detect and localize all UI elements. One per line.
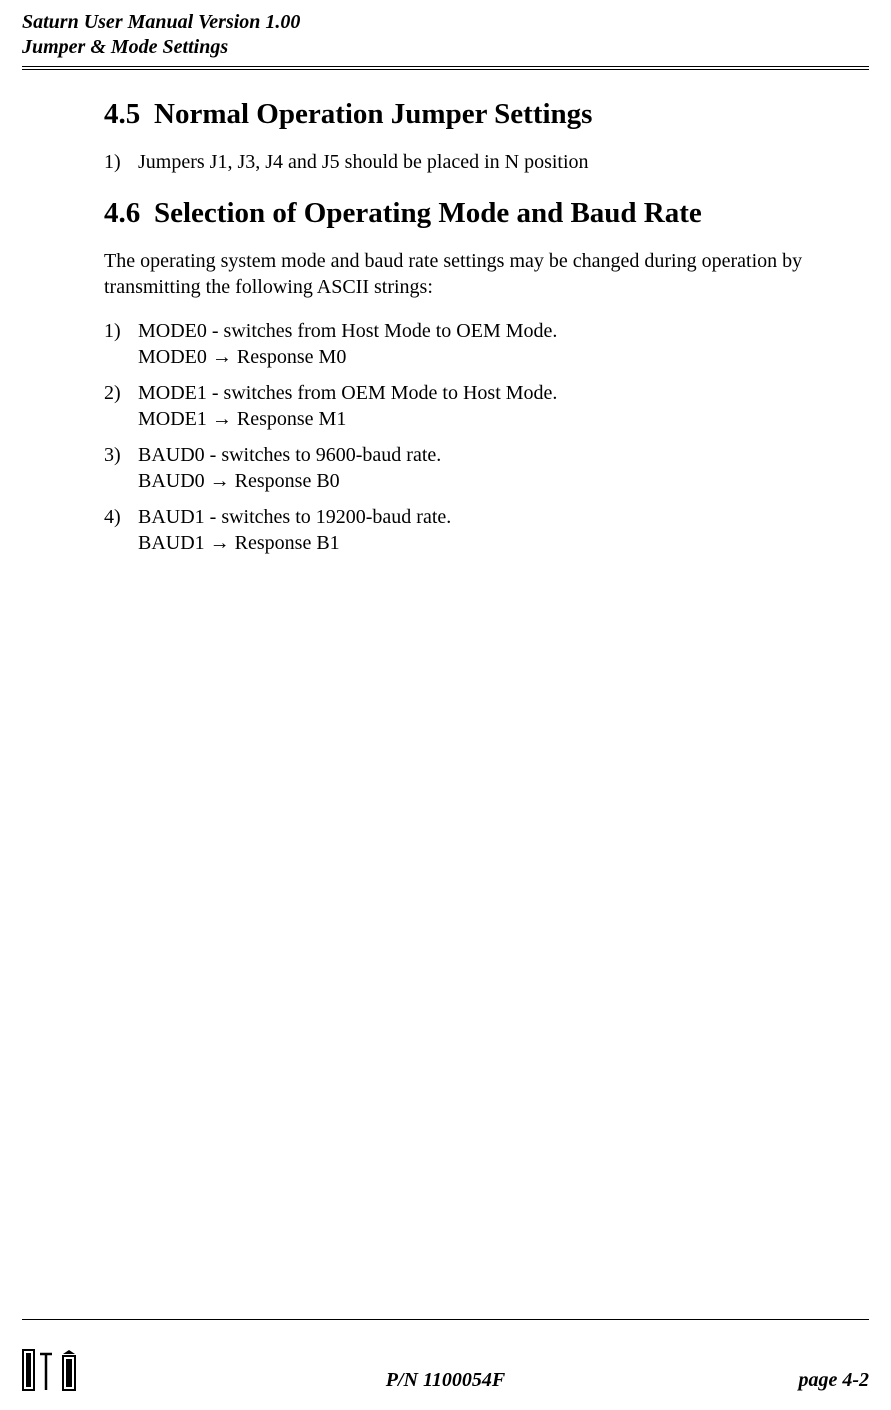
list-marker: 2): [104, 380, 138, 432]
list-line-2: MODE0 → Response M0: [138, 344, 857, 370]
list-item: 4) BAUD1 - switches to 19200-baud rate. …: [104, 504, 857, 556]
list-line-2: BAUD0 → Response B0: [138, 468, 857, 494]
list-item: 2) MODE1 - switches from OEM Mode to Hos…: [104, 380, 857, 432]
list-line-1: BAUD0 - switches to 9600-baud rate.: [138, 442, 857, 468]
header-line-2: Jumper & Mode Settings: [22, 35, 869, 60]
footer-part-number: P/N 1100054F: [386, 1369, 505, 1392]
section-4-6-list: 1) MODE0 - switches from Host Mode to OE…: [104, 318, 857, 556]
section-number: 4.6: [104, 197, 154, 230]
section-intro: The operating system mode and baud rate …: [104, 248, 857, 300]
list-body: BAUD1 - switches to 19200-baud rate. BAU…: [138, 504, 857, 556]
list-line-1: BAUD1 - switches to 19200-baud rate.: [138, 504, 857, 530]
header-line-1: Saturn User Manual Version 1.00: [22, 10, 869, 35]
list-body: Jumpers J1, J3, J4 and J5 should be plac…: [138, 149, 857, 175]
section-heading-4-5: 4.5 Normal Operation Jumper Settings: [104, 98, 857, 131]
list-body: MODE1 - switches from OEM Mode to Host M…: [138, 380, 857, 432]
list-line-2: MODE1 → Response M1: [138, 406, 857, 432]
list-item: 1) MODE0 - switches from Host Mode to OE…: [104, 318, 857, 370]
list-marker: 3): [104, 442, 138, 494]
list-body: MODE0 - switches from Host Mode to OEM M…: [138, 318, 857, 370]
list-line-1: MODE0 - switches from Host Mode to OEM M…: [138, 318, 857, 344]
page-content: 4.5 Normal Operation Jumper Settings 1) …: [22, 98, 869, 1319]
section-title: Selection of Operating Mode and Baud Rat…: [154, 197, 702, 230]
list-item: 1) Jumpers J1, J3, J4 and J5 should be p…: [104, 149, 857, 175]
list-body: BAUD0 - switches to 9600-baud rate. BAUD…: [138, 442, 857, 494]
section-heading-4-6: 4.6 Selection of Operating Mode and Baud…: [104, 197, 857, 230]
list-marker: 1): [104, 318, 138, 370]
list-line-1: MODE1 - switches from OEM Mode to Host M…: [138, 380, 857, 406]
section-title: Normal Operation Jumper Settings: [154, 98, 592, 131]
page-header: Saturn User Manual Version 1.00 Jumper &…: [22, 10, 869, 70]
page-footer: P/N 1100054F page 4-2: [22, 1319, 869, 1410]
list-marker: 1): [104, 149, 138, 175]
list-item: 3) BAUD0 - switches to 9600-baud rate. B…: [104, 442, 857, 494]
page: Saturn User Manual Version 1.00 Jumper &…: [0, 0, 891, 1410]
footer-logo-icon: [22, 1348, 86, 1392]
footer-page-number: page 4-2: [798, 1369, 869, 1392]
list-marker: 4): [104, 504, 138, 556]
section-4-5-list: 1) Jumpers J1, J3, J4 and J5 should be p…: [104, 149, 857, 175]
list-line-1: Jumpers J1, J3, J4 and J5 should be plac…: [138, 149, 857, 175]
section-number: 4.5: [104, 98, 154, 131]
list-line-2: BAUD1 → Response B1: [138, 530, 857, 556]
